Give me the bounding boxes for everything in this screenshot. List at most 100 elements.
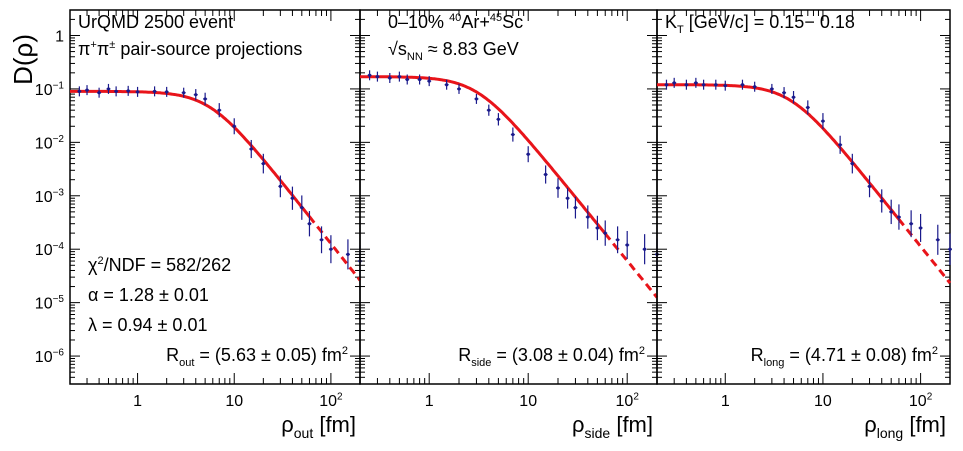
data-point <box>838 135 843 154</box>
data-point <box>543 165 548 184</box>
x-axis-label-out: ρout [fm] <box>281 412 356 441</box>
data-point <box>232 118 237 135</box>
data-point <box>713 79 718 90</box>
sqrt-argument: s <box>398 39 407 59</box>
sqrt-sign: √ <box>388 39 398 59</box>
data-point <box>867 175 872 198</box>
marker <box>152 89 157 93</box>
marker <box>603 231 607 235</box>
data-point <box>615 226 620 254</box>
marker <box>753 85 757 89</box>
marker <box>319 238 324 242</box>
radius-label-out: Rout = (5.63 ± 0.05) fm2 <box>166 345 348 369</box>
marker <box>106 87 111 91</box>
data-point <box>193 89 198 101</box>
data-point <box>249 139 254 159</box>
marker <box>290 196 295 200</box>
data-point <box>278 175 283 198</box>
data-point <box>723 80 728 91</box>
marker <box>897 215 901 219</box>
marker <box>821 119 825 123</box>
data-point <box>701 79 706 90</box>
data-point <box>918 213 923 242</box>
data-point <box>510 127 515 142</box>
data-point <box>397 71 402 82</box>
data-point <box>684 79 689 90</box>
marker <box>375 75 380 79</box>
marker <box>165 90 169 94</box>
marker <box>556 186 560 190</box>
data-point <box>181 87 186 98</box>
marker <box>97 91 101 95</box>
marker <box>672 81 676 85</box>
data-point <box>114 86 119 97</box>
data-point <box>261 153 266 174</box>
marker <box>714 83 718 87</box>
data-point <box>693 77 698 88</box>
marker <box>388 76 392 80</box>
marker <box>770 87 774 91</box>
marker <box>445 83 449 87</box>
fit-stat-line: λ = 0.94 ± 0.01 <box>88 315 207 335</box>
marker <box>126 89 130 93</box>
y-tick-label: 10−5 <box>35 294 65 312</box>
fit-stat-line: χ2/NDF = 582/262 <box>88 255 231 275</box>
marker <box>217 108 221 112</box>
panel-header-line: 0–10% 40Ar+45Sc <box>388 12 523 32</box>
data-point <box>565 187 570 209</box>
marker <box>616 238 620 242</box>
marker <box>880 199 884 203</box>
x-tick-label: 102 <box>909 392 933 410</box>
data-point <box>879 189 884 213</box>
marker <box>889 210 893 214</box>
data-point <box>672 77 677 88</box>
marker <box>740 83 745 87</box>
marker <box>791 95 796 99</box>
marker <box>573 206 578 210</box>
data-point <box>85 85 90 96</box>
marker <box>249 147 253 151</box>
marker <box>135 90 140 94</box>
marker <box>397 75 401 79</box>
data-point <box>203 92 208 106</box>
x-tick-label: 102 <box>319 392 343 410</box>
data-point <box>769 83 774 94</box>
data-point <box>217 103 222 118</box>
marker <box>684 83 689 87</box>
y-tick-label: 10−1 <box>35 81 65 99</box>
marker <box>511 132 515 137</box>
panel-header-line: KT [GeV/c] = 0.15− 0.18 <box>665 12 855 36</box>
data-point <box>496 113 501 126</box>
marker <box>918 226 923 230</box>
data-point <box>135 86 140 97</box>
y-tick-label: 10−3 <box>35 187 65 205</box>
data-point <box>948 233 952 266</box>
data-point <box>474 93 479 104</box>
x-tick-label: 1 <box>133 393 142 410</box>
marker <box>586 215 590 219</box>
data-point <box>585 205 590 229</box>
marker <box>278 184 282 188</box>
data-point <box>664 79 669 90</box>
radius-label-long: Rlong = (4.71 ± 0.08) fm2 <box>751 345 938 369</box>
radius-label-side: Rside = (3.08 ± 0.04) fm2 <box>458 345 645 369</box>
x-tick-label: 102 <box>616 392 640 410</box>
x-tick-label: 1 <box>425 393 434 410</box>
marker <box>346 252 350 256</box>
x-tick-label: 10 <box>519 393 537 410</box>
data-point <box>375 71 380 82</box>
data-point <box>417 74 422 85</box>
data-point <box>307 211 312 237</box>
data-point <box>909 210 914 238</box>
x-tick-label: 1 <box>721 393 730 410</box>
marker <box>182 91 186 95</box>
marker <box>936 238 940 242</box>
marker <box>427 79 431 83</box>
data-point <box>526 146 531 163</box>
panel-frame-side <box>359 9 658 385</box>
data-point <box>595 215 600 241</box>
data-point <box>367 70 372 81</box>
panel-header-line: π+π± pair-source projections <box>78 39 302 59</box>
x-axis-label-long: ρlong [fm] <box>864 412 946 441</box>
